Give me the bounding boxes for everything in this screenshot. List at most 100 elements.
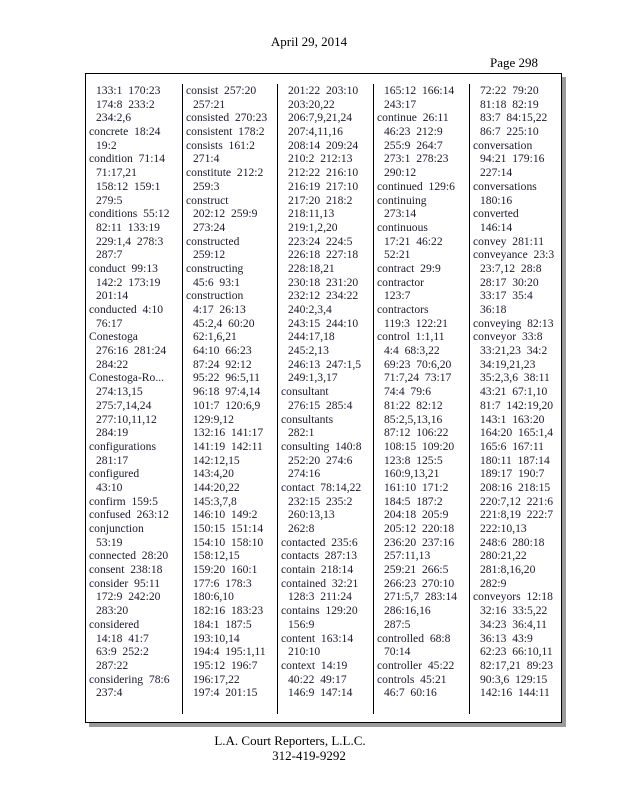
index-entry-term-line: condition 71:14 [86,152,182,166]
index-entry-refs-line: 164:20 165:1,4 [470,426,562,440]
index-term: consider [89,576,129,590]
index-page-refs: 222:10,13 [480,522,527,535]
index-entry-refs-line: 156:9 [278,618,374,632]
index-page-refs: 208:14 209:24 [288,138,359,152]
index-entry-refs-line: 45:6 93:1 [183,276,278,290]
index-page-refs: 212:2 [236,166,264,180]
index-page-refs: 23:3 [533,248,555,262]
index-entry-term-line: conveyor 33:8 [470,330,562,344]
index-page-refs: 273:24 [193,220,226,234]
index-page-refs: 164:20 165:1,4 [480,426,554,440]
index-entry-refs-line: 273:24 [183,221,278,235]
index-page-refs: 86:7 225:10 [480,125,539,139]
index-entry-refs-line: 64:10 66:23 [183,344,278,358]
index-entry-refs-line: 230:18 231:20 [278,276,374,290]
index-page-refs: 76:17 [96,316,123,330]
index-page-refs: 64:10 66:23 [193,344,252,358]
index-term: continued [377,179,423,193]
index-column-5: 72:22 79:20 81:18 82:19 83:7 84:15,22 86:7 … [469,84,562,714]
index-entry-refs-line: 172:9 242:20 [86,590,182,604]
index-page-refs: 74:4 79:6 [384,385,432,399]
index-page-refs: 69:23 70:6,20 [384,357,452,371]
index-page-refs: 245:2,13 [288,344,329,358]
index-entry-refs-line: 193:10,14 [183,632,278,646]
index-term: consist [186,84,219,97]
index-column-2: consist 257:20 257:21 consisted 270:23 cons… [182,84,278,714]
index-page-refs: 12:18 [526,590,553,604]
index-entry-term-line: confirm 159:5 [86,495,182,509]
index-entry-refs-line: 259:12 [183,248,278,262]
index-entry-refs-line: 83:7 84:15,22 [470,111,562,125]
index-term: contractors [377,303,429,316]
index-entry-term-line: contains 129:20 [278,604,374,618]
index-entry-refs-line: 23:7,12 28:8 [470,262,562,276]
index-entry-term-line: contacted 235:6 [278,536,374,550]
index-entry-refs-line: 259:21 266:5 [374,563,470,577]
index-entry-term-line: convey 281:11 [470,235,562,249]
index-page-refs: 143:4,20 [193,467,234,481]
index-page-refs: 193:10,14 [193,631,240,645]
index-page-refs: 145:3,7,8 [193,494,237,508]
index-page-refs: 286:16,16 [384,604,431,618]
index-entry-term-line: conjunction [86,522,182,536]
index-entry-refs-line: 159:20 160:1 [183,563,278,577]
index-entry-term-line: consultant [278,385,374,399]
index-page-refs: 133:1 170:23 [96,84,161,97]
index-page-refs: 158:12 159:1 [96,179,161,193]
index-page-refs: 266:23 270:10 [384,576,455,590]
index-entry-refs-line: 174:8 233:2 [86,98,182,112]
index-term: Conestoga-Ro... [89,371,165,385]
index-entry-refs-line: 281:17 [86,454,182,468]
index-entry-refs-line: 271:4 [183,152,278,166]
index-page-refs: 221:8,19 222:7 [480,508,554,522]
index-page-refs: 82:13 [527,316,554,330]
index-page-refs: 284:19 [96,426,129,440]
index-page-refs: 154:10 158:10 [193,535,264,549]
index-entry-term-line: contractors [374,303,470,317]
index-entry-refs-line: 154:10 158:10 [183,536,278,550]
index-page-refs: 33:8 [521,330,543,344]
index-term: contractor [377,275,424,289]
index-page-refs: 142:2 173:19 [96,275,161,289]
index-term: contact [281,480,315,494]
index-page-refs: 227:14 [480,166,513,180]
index-page-refs: 81:7 142:19,20 [480,398,554,412]
index-page-refs: 78:14,22 [320,480,362,494]
index-page-refs: 234:2,6 [96,111,132,125]
index-page-refs: 4:10 [142,303,164,316]
index-term: condition [89,152,133,166]
index-term: contract [377,261,415,275]
index-page-refs: 212:22 216:10 [288,166,359,180]
index-entry-refs-line: 81:22 82:12 [374,399,470,413]
index-page-refs: 257:11,13 [384,549,431,563]
index-page-refs: 235:6 [331,535,358,549]
index-entry-refs-line: 71:7,24 73:17 [374,371,470,385]
index-term: conditions [89,207,138,221]
index-page-refs: 252:20 274:6 [288,453,353,467]
index-column-3: 201:22 203:10 203:20,22 206:7,9,21,24 207:4… [277,84,374,714]
index-page-refs: 45:22 [427,658,455,672]
index-term: conveyor [473,330,517,344]
index-entry-refs-line: 82:17,21 89:23 [470,659,562,673]
index-page-refs: 273:1 278:23 [384,152,449,166]
index-entry-refs-line: 14:18 41:7 [86,632,182,646]
index-page-refs: 4:4 68:3,22 [384,344,440,358]
index-page-refs: 34:19,21,23 [480,357,536,371]
index-entry-term-line: confused 263:12 [86,508,182,522]
index-page-refs: 284:22 [96,357,129,371]
index-page-refs: 159:20 160:1 [193,563,258,577]
index-entry-term-line: consist 257:20 [183,84,278,98]
index-page-refs: 287:13 [324,549,358,563]
index-page-refs: 141:19 142:11 [193,439,263,453]
index-entry-refs-line: 275:7,14,24 [86,399,182,413]
index-entry-term-line: concrete 18:24 [86,125,182,139]
index-page-refs: 40:22 49:17 [288,672,347,686]
index-page-refs: 180:11 187:14 [480,453,550,467]
index-page-refs: 276:16 281:24 [96,344,167,358]
index-page-refs: 123:8 125:5 [384,453,443,467]
index-page-refs: 232:15 235:2 [288,494,353,508]
index-page-refs: 18:24 [134,125,161,139]
index-entry-refs-line: 145:3,7,8 [183,495,278,509]
index-entry-refs-line: 271:5,7 283:14 [374,590,470,604]
index-entry-term-line: controller 45:22 [374,659,470,673]
